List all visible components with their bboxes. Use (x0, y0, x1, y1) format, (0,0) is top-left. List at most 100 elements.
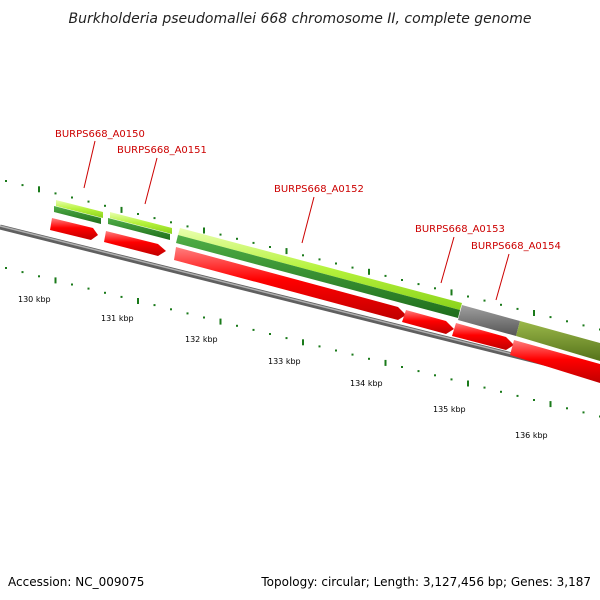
minor-tick (71, 196, 73, 199)
scale-label: 135 kbp (433, 405, 466, 414)
major-tick (137, 298, 139, 304)
major-tick (302, 339, 304, 346)
gene-label-a0152[interactable]: BURPS668_A0152 (274, 184, 364, 244)
minor-tick (417, 283, 420, 286)
major-tick (38, 186, 40, 193)
minor-tick (335, 262, 337, 265)
gene-label-text: BURPS668_A0153 (415, 224, 505, 235)
gene-labels: BURPS668_A0150 BURPS668_A0151 BURPS668_A… (55, 129, 561, 301)
genome-backbone (0, 224, 600, 380)
minor-tick (252, 328, 255, 331)
minor-tick (219, 233, 222, 236)
feature-a0154-olive (516, 321, 600, 361)
cds-arrow-a0154b (510, 340, 600, 383)
minor-tick (500, 390, 502, 393)
minor-tick (500, 303, 502, 306)
gene-label-text: BURPS668_A0151 (117, 145, 207, 156)
minor-tick (186, 225, 189, 228)
minor-tick (153, 217, 156, 220)
minor-tick (269, 246, 271, 248)
scale-label: 130 kbp (18, 295, 51, 304)
scale-label: 136 kbp (515, 431, 548, 440)
minor-tick (21, 271, 24, 274)
minor-tick (582, 411, 585, 414)
minor-tick (252, 241, 255, 244)
minor-tick (483, 386, 486, 389)
cds-arrow-a0151 (104, 231, 166, 256)
minor-tick (516, 394, 519, 397)
major-tick (450, 289, 453, 296)
gene-label-a0151[interactable]: BURPS668_A0151 (117, 145, 207, 205)
scale-label: 131 kbp (101, 314, 134, 323)
minor-tick (549, 316, 552, 319)
minor-tick (302, 254, 304, 257)
minor-tick (236, 237, 238, 240)
accession-text: Accession: NC_009075 (8, 575, 144, 589)
major-tick (120, 206, 123, 213)
feature-a0150-dark (54, 206, 101, 224)
minor-tick (434, 374, 436, 377)
minor-tick (120, 295, 123, 298)
minor-tick (5, 180, 7, 182)
minor-tick (368, 357, 370, 360)
gene-label-text: BURPS668_A0154 (471, 241, 561, 252)
major-tick (384, 359, 387, 366)
major-tick (219, 318, 222, 325)
feature-a0151-light (110, 212, 172, 234)
minor-tick (566, 407, 568, 410)
scale-label: 133 kbp (268, 357, 301, 366)
cds-arrow-a0152 (174, 247, 406, 320)
genome-summary-text: Topology: circular; Length: 3,127,456 bp… (260, 575, 591, 589)
minor-tick (533, 399, 535, 401)
scale-labels: 130 kbp 131 kbp 132 kbp 133 kbp 134 kbp … (18, 295, 548, 440)
gene-label-text: BURPS668_A0150 (55, 129, 145, 140)
minor-tick (417, 370, 420, 373)
minor-tick (434, 287, 436, 290)
minor-tick (318, 258, 321, 261)
feature-track (54, 200, 600, 361)
minor-tick (450, 378, 453, 381)
minor-tick (351, 353, 354, 356)
minor-tick (236, 324, 238, 327)
minor-tick (401, 366, 403, 368)
cds-arrow-a0154a (452, 323, 514, 350)
major-tick (467, 380, 469, 387)
minor-tick (170, 221, 172, 224)
major-tick (533, 310, 535, 316)
gene-label-a0153[interactable]: BURPS668_A0153 (415, 224, 505, 284)
minor-tick (71, 283, 73, 286)
minor-tick (104, 204, 106, 207)
minor-tick (54, 192, 57, 195)
major-tick (549, 401, 552, 408)
feature-a0153-grey (458, 305, 520, 336)
scale-label: 132 kbp (185, 335, 218, 344)
cds-arrow-a0150 (50, 218, 98, 240)
minor-tick (38, 275, 40, 278)
minor-tick (401, 279, 403, 281)
gene-label-a0154[interactable]: BURPS668_A0154 (471, 241, 561, 301)
major-tick (203, 227, 205, 234)
cds-arrow-a0153 (402, 310, 454, 334)
minor-tick (467, 295, 469, 298)
minor-tick (516, 307, 519, 310)
minor-tick (87, 200, 90, 203)
minor-tick (335, 349, 337, 352)
minor-tick (21, 184, 24, 187)
minor-tick (582, 324, 585, 327)
minor-tick (104, 291, 106, 294)
major-tick (54, 277, 57, 284)
feature-a0150-light (56, 200, 103, 218)
feature-a0151-dark (108, 218, 170, 240)
cds-track (50, 218, 600, 383)
minor-tick (170, 308, 172, 311)
major-tick (368, 268, 370, 275)
minor-tick (483, 299, 486, 302)
map-title: Burkholderia pseudomallei 668 chromosome… (69, 11, 532, 27)
minor-tick (566, 320, 568, 323)
minor-tick (351, 266, 354, 269)
gene-label-a0150[interactable]: BURPS668_A0150 (55, 129, 145, 189)
minor-tick (186, 312, 189, 315)
minor-tick (318, 345, 321, 348)
gene-label-text: BURPS668_A0152 (274, 184, 364, 195)
